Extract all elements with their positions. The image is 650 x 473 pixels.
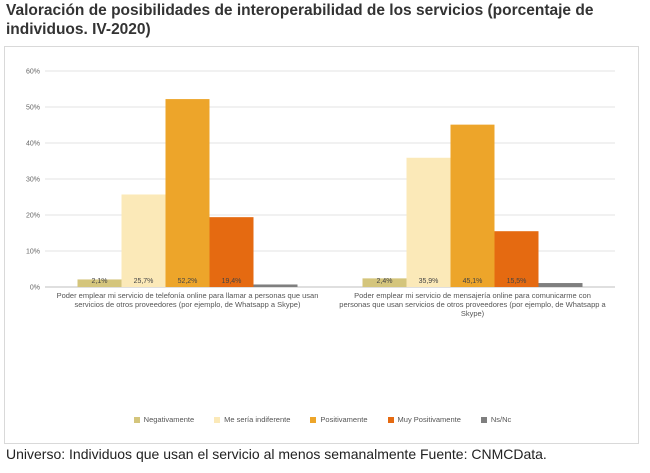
legend-item: Muy Positivamente: [387, 415, 461, 424]
legend-label: Muy Positivamente: [397, 415, 461, 424]
y-tick-label: 40%: [26, 141, 40, 148]
data-label: 19,4%: [222, 278, 242, 285]
source-note: Universo: Individuos que usan el servici…: [6, 446, 547, 462]
bar: [165, 99, 210, 287]
legend-item: Negativamente: [133, 415, 195, 424]
legend-item: Me sería indiferente: [214, 415, 290, 424]
category-label: Skype): [461, 309, 485, 318]
data-label: 2,4%: [377, 278, 393, 285]
data-label: 45,1%: [463, 278, 483, 285]
bar: [77, 279, 122, 287]
legend-label: Negativamente: [143, 415, 195, 424]
legend-swatch: [133, 416, 140, 423]
category-label: personas que usan servicios de otros pro…: [339, 300, 606, 309]
category-label: servicios de otros proveedores (por ejem…: [75, 300, 301, 309]
data-label: 35,9%: [419, 278, 439, 285]
bar: [538, 283, 583, 287]
chart-title: Valoración de posibilidades de interoper…: [6, 2, 594, 38]
data-label: 2,1%: [92, 278, 108, 285]
legend-swatch: [387, 416, 394, 423]
bar: [406, 157, 451, 287]
legend-item: Positivamente: [310, 415, 368, 424]
bar: [494, 231, 539, 287]
data-label: 25,7%: [134, 278, 154, 285]
data-label: 52,2%: [178, 278, 198, 285]
y-tick-label: 0%: [30, 285, 40, 292]
category-label: Poder emplear mi servicio de telefonía o…: [57, 291, 319, 300]
data-label: 15,5%: [507, 278, 527, 285]
y-tick-label: 10%: [26, 249, 40, 256]
bar: [362, 278, 407, 287]
chart-plot: 0% 10% 20% 30% 40% 50% 60% 2,1% 25,7% 52,2% 19,4% P…: [26, 69, 615, 318]
legend-swatch: [480, 416, 487, 423]
y-tick-label: 60%: [26, 69, 40, 76]
bar: [253, 284, 298, 287]
y-tick-label: 30%: [26, 177, 40, 184]
legend-swatch: [214, 416, 221, 423]
y-tick-label: 50%: [26, 105, 40, 112]
legend-swatch: [310, 416, 317, 423]
bar: [209, 217, 254, 287]
bar: [121, 194, 166, 287]
chart-frame: 0% 10% 20% 30% 40% 50% 60% 2,1% 25,7% 52,2% 19,4% P…: [4, 46, 639, 444]
legend-label: Me sería indiferente: [224, 415, 291, 424]
legend-label: Ns/Nc: [490, 415, 512, 424]
bar: [450, 124, 495, 287]
legend-item: Ns/Nc: [480, 415, 512, 424]
legend-label: Positivamente: [320, 415, 368, 424]
category-label: Poder emplear mi servicio de mensajería …: [354, 291, 591, 300]
chart-legend: Negativamente Me sería indiferente Positiv…: [5, 415, 640, 424]
y-tick-label: 20%: [26, 213, 40, 220]
